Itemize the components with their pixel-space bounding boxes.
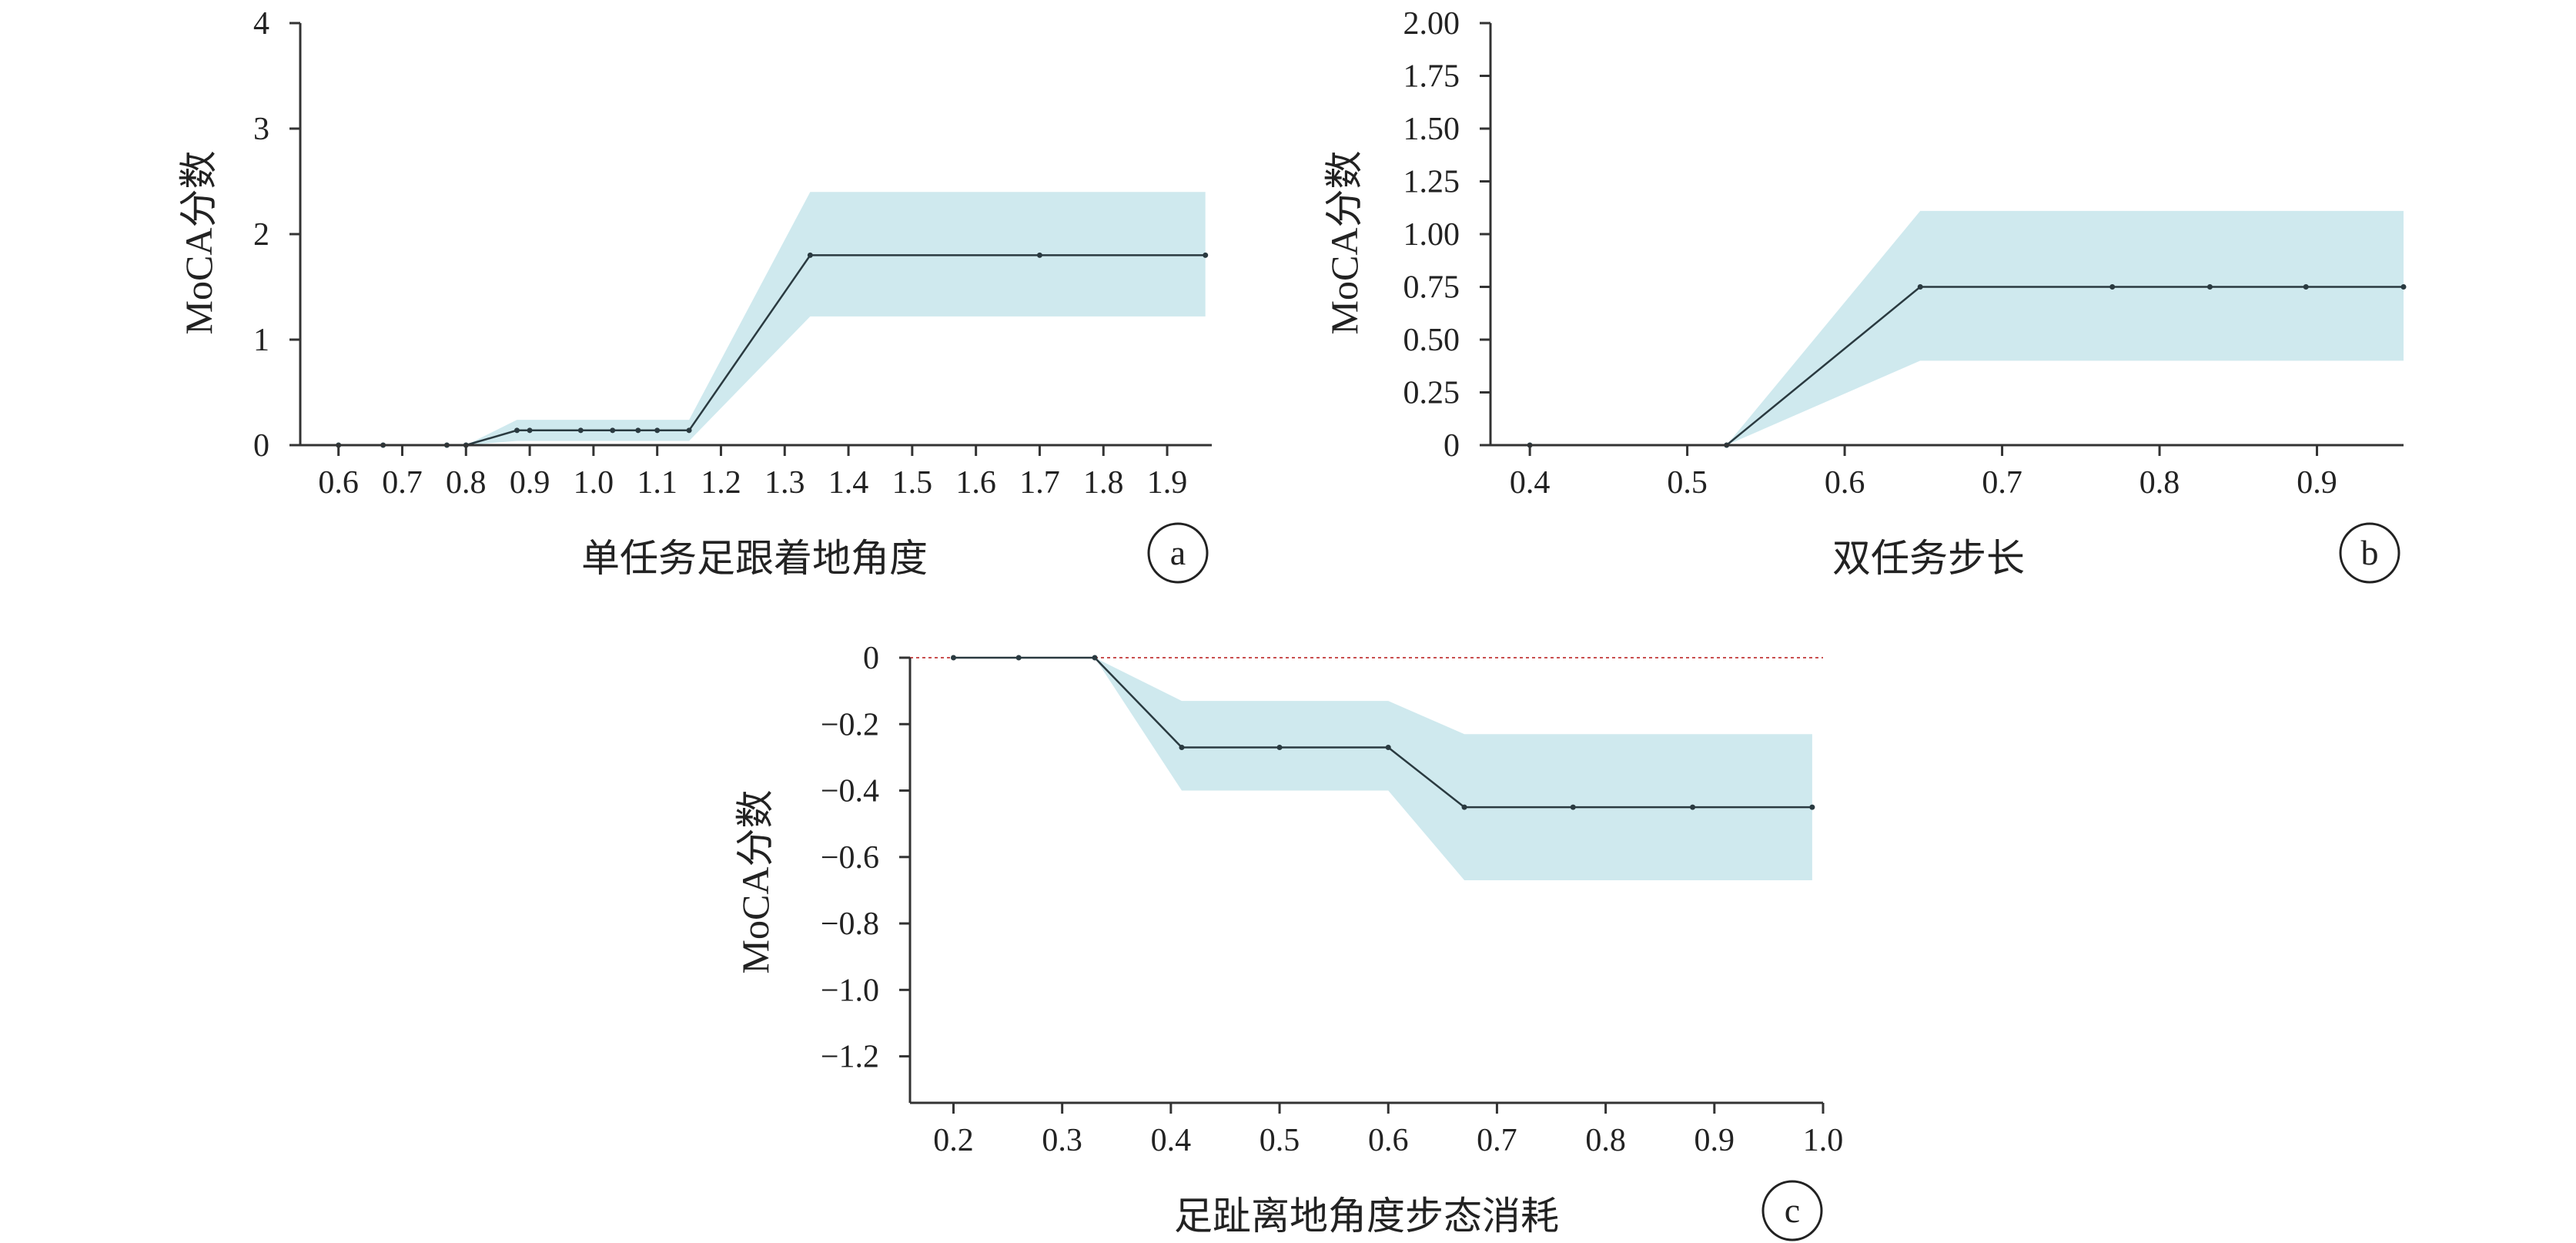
panel-a-x-tick-label: 1.7 [1019, 465, 1060, 501]
panel-c-data-point [1092, 655, 1098, 661]
panel-c-y-tick-label: −0.4 [821, 774, 879, 809]
panel-c-y-tick-label: −1.0 [821, 973, 879, 1008]
panel-b-x-tick-label: 0.7 [1982, 465, 2022, 501]
panel-b-y-tick-label: 0 [1444, 428, 1460, 464]
panel-a-x-tick-label: 1.9 [1147, 465, 1188, 501]
panel-b-x-tick-label: 0.4 [1510, 465, 1551, 501]
panel-a-data-point [1036, 252, 1042, 258]
panel-c-data-point [1690, 804, 1696, 810]
panel-c-y-tick-label: 0 [863, 641, 879, 676]
panel-a-x-tick-label: 1.8 [1083, 465, 1124, 501]
panel-a-x-tick-label: 1.0 [574, 465, 614, 501]
panel-a-xlabel: 单任务足跟着地角度 [581, 536, 928, 581]
panel-a-data-point [807, 252, 813, 258]
panel-c-data-point [1276, 744, 1283, 750]
panel-a-data-point [635, 427, 641, 434]
panel-a-data-point [527, 427, 533, 434]
panel-c-x-tick-label: 0.8 [1585, 1123, 1626, 1158]
panel-c-data-point [950, 655, 956, 661]
panel-a-letter: a [1170, 533, 1186, 572]
panel-b-data-point [1917, 284, 1923, 290]
panel-a-data-point [654, 427, 661, 434]
panel-a-data-point [686, 427, 692, 434]
panel-b-letter: b [2361, 533, 2379, 572]
panel-b-x-tick-label: 0.9 [2297, 465, 2337, 501]
panel-a-x-tick-label: 0.8 [446, 465, 487, 501]
panel-a-x-tick-label: 1.5 [892, 465, 933, 501]
panel-c-ylabel: MoCA分数 [734, 790, 777, 974]
panel-a-data-point [610, 427, 616, 434]
panel-b-y-tick-label: 2.00 [1403, 6, 1460, 42]
panel-c-data-point [1385, 744, 1391, 750]
panel-a-data-point [514, 427, 520, 434]
panel-b-x-tick-label: 0.5 [1667, 465, 1708, 501]
panel-b-y-tick-label: 0.50 [1403, 323, 1460, 358]
panel-a-chart: 单任务足跟着地角度 MoCA分数 a 0.6 0.7 0.8 0.9 1.0 1.1 1.2… [177, 6, 1212, 584]
panel-c-effect-line [953, 656, 1812, 809]
panel-c-data-point [1015, 655, 1022, 661]
panel-c-xlabel: 足趾离地角度步态消耗 [1174, 1194, 1559, 1238]
panel-b-letter-circle [2339, 522, 2400, 584]
panel-c-y-tick-label: −1.2 [821, 1040, 879, 1075]
panel-c-letter: c [1785, 1191, 1800, 1230]
panel-a-y-tick-label: 1 [253, 323, 269, 358]
panel-c-y-tick-label: −0.2 [821, 707, 879, 742]
panel-a-data-point [577, 427, 584, 434]
panel-a-x-tick-label: 1.3 [764, 465, 805, 501]
panel-c-chart: 足趾离地角度步态消耗 MoCA分数 c 0.2 0.3 0.4 0.5 0.6 0.7 0.… [734, 641, 1844, 1241]
panel-a-x-tick-label: 0.7 [382, 465, 423, 501]
panel-c-letter-circle [1761, 1180, 1823, 1241]
panel-c-x-tick-label: 0.9 [1694, 1123, 1735, 1158]
panel-a-y-tick-label: 4 [253, 6, 269, 42]
panel-a-x-tick-label: 1.1 [637, 465, 677, 501]
panel-c-confidence-band [953, 658, 1812, 880]
panel-c-y-tick-label: −0.8 [821, 906, 879, 942]
panel-b-y-tick-label: 0.25 [1403, 376, 1460, 411]
panel-c-y-tick-label: −0.6 [821, 840, 879, 876]
panel-b-xlabel: 双任务步长 [1832, 536, 2025, 581]
panel-a-x-tick-label: 1.6 [955, 465, 996, 501]
panel-a-ylabel: MoCA分数 [177, 151, 220, 335]
panel-b-confidence-band [1530, 210, 2404, 445]
panel-b-ylabel: MoCA分数 [1323, 151, 1366, 335]
panel-b-chart: 双任务步长 MoCA分数 b 0.4 0.5 0.6 0.7 0.8 0.9 0 0.25 0.… [1323, 6, 2407, 584]
panel-c-x-tick-label: 1.0 [1803, 1123, 1844, 1158]
panel-c-x-tick-label: 0.5 [1260, 1123, 1300, 1158]
panel-a-confidence-band [338, 192, 1206, 445]
panel-a-x-tick-label: 1.2 [701, 465, 741, 501]
panel-a-letter-circle [1147, 522, 1209, 584]
panel-b-data-point [2109, 284, 2116, 290]
panel-b-data-point [2206, 284, 2213, 290]
panel-b-y-tick-label: 1.00 [1403, 217, 1460, 253]
panel-a-x-tick-label: 0.6 [318, 465, 359, 501]
panel-b-y-tick-label: 0.75 [1403, 270, 1460, 306]
panel-b-y-tick-label: 1.50 [1403, 112, 1460, 147]
panel-b-y-tick-label: 1.25 [1403, 165, 1460, 200]
panel-a-y-tick-label: 0 [253, 428, 269, 464]
panel-b-x-tick-label: 0.8 [2139, 465, 2180, 501]
panel-b-x-tick-label: 0.6 [1825, 465, 1865, 501]
panel-c-data-point [1179, 744, 1185, 750]
panel-a-x-tick-label: 0.9 [510, 465, 550, 501]
panel-a-data-point [1203, 252, 1209, 258]
panel-c-x-tick-label: 0.4 [1151, 1123, 1192, 1158]
panel-a-y-tick-label: 3 [253, 112, 269, 147]
panel-c-data-point [1809, 804, 1815, 810]
panel-c-x-tick-label: 0.7 [1477, 1123, 1517, 1158]
panel-b-data-point [2303, 284, 2309, 290]
panel-c-data-point [1461, 804, 1467, 810]
panel-c-x-tick-label: 0.6 [1368, 1123, 1409, 1158]
panel-b-data-point [2400, 284, 2407, 290]
panel-c-data-point [1570, 804, 1576, 810]
panel-c-x-tick-label: 0.2 [933, 1123, 974, 1158]
panel-a-y-tick-label: 2 [253, 217, 269, 253]
panel-b-y-tick-label: 1.75 [1403, 59, 1460, 95]
panel-c-x-tick-label: 0.3 [1042, 1123, 1082, 1158]
panel-a-x-tick-label: 1.4 [828, 465, 869, 501]
